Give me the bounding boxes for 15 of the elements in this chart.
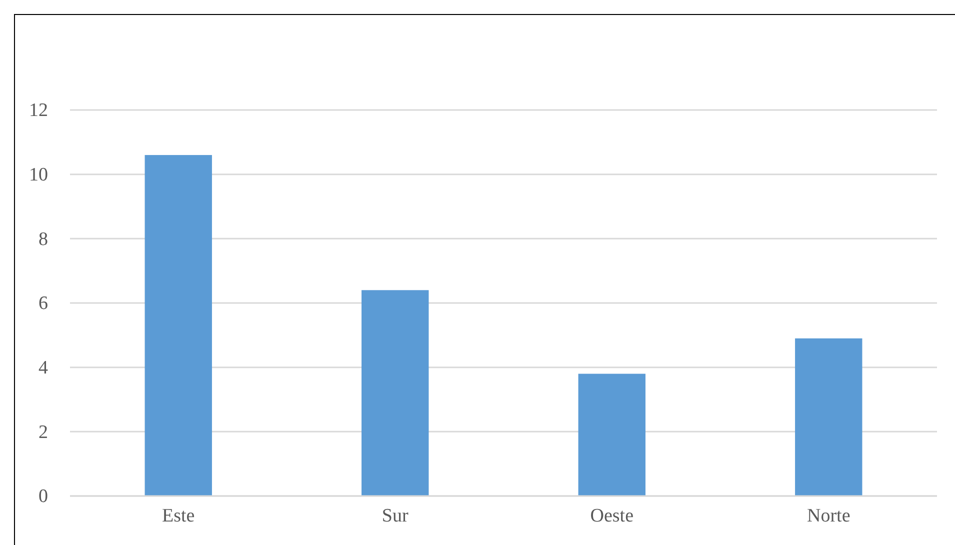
y-tick-label: 8 [38, 228, 48, 250]
bar [795, 338, 862, 496]
bar [362, 290, 429, 496]
y-tick-label: 6 [38, 293, 48, 314]
x-tick-label: Este [162, 505, 195, 526]
y-tick-label: 2 [38, 422, 48, 443]
bar [578, 374, 646, 496]
x-tick-label: Oeste [590, 505, 634, 526]
y-tick-label: 4 [38, 357, 48, 378]
bar [144, 155, 212, 496]
y-tick-label: 10 [29, 164, 48, 186]
x-tick-label: Sur [382, 505, 409, 526]
y-tick-label: 0 [38, 486, 48, 508]
x-tick-label: Norte [806, 505, 850, 526]
y-tick-label: 12 [29, 100, 48, 122]
